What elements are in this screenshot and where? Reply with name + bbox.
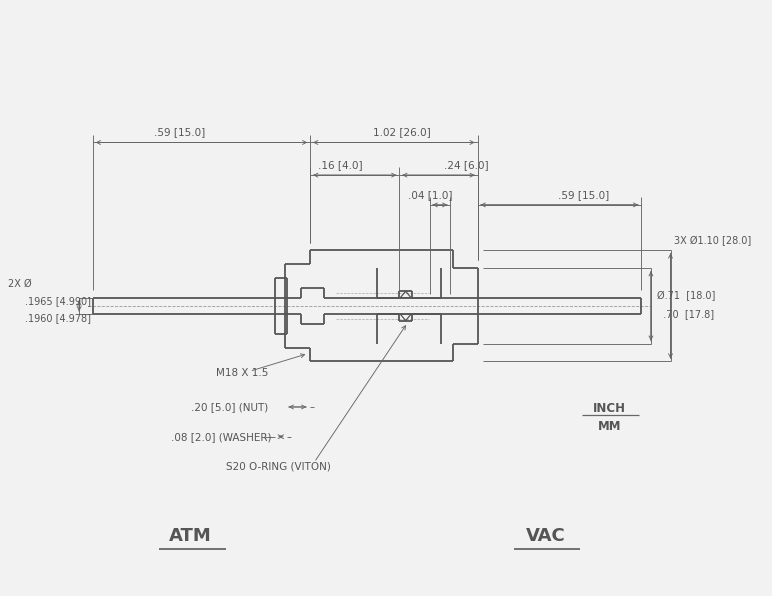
Text: MM: MM [598,420,621,433]
Text: .70  [17.8]: .70 [17.8] [657,309,714,319]
Text: .24 [6.0]: .24 [6.0] [444,160,488,170]
Text: .1965 [4.990]: .1965 [4.990] [25,296,91,306]
Text: .16 [4.0]: .16 [4.0] [318,160,362,170]
Text: INCH: INCH [594,402,626,415]
Text: Ø.71  [18.0]: Ø.71 [18.0] [657,291,715,301]
Text: M18 X 1.5: M18 X 1.5 [216,368,269,378]
Text: 3X Ø1.10 [28.0]: 3X Ø1.10 [28.0] [675,237,752,247]
Text: .04 [1.0]: .04 [1.0] [408,190,452,200]
Text: .59 [15.0]: .59 [15.0] [558,190,609,200]
Text: ATM: ATM [169,527,212,545]
Text: .08 [2.0] (WASHER): .08 [2.0] (WASHER) [171,432,272,442]
Text: .59 [15.0]: .59 [15.0] [154,128,205,138]
Text: S20 O-RING (VITON): S20 O-RING (VITON) [226,461,331,471]
Text: .1960 [4.978]: .1960 [4.978] [25,313,91,323]
Text: .20 [5.0] (NUT): .20 [5.0] (NUT) [191,402,268,412]
Text: VAC: VAC [527,527,566,545]
Text: 2X Ø: 2X Ø [8,279,32,289]
Text: 1.02 [26.0]: 1.02 [26.0] [373,128,431,138]
